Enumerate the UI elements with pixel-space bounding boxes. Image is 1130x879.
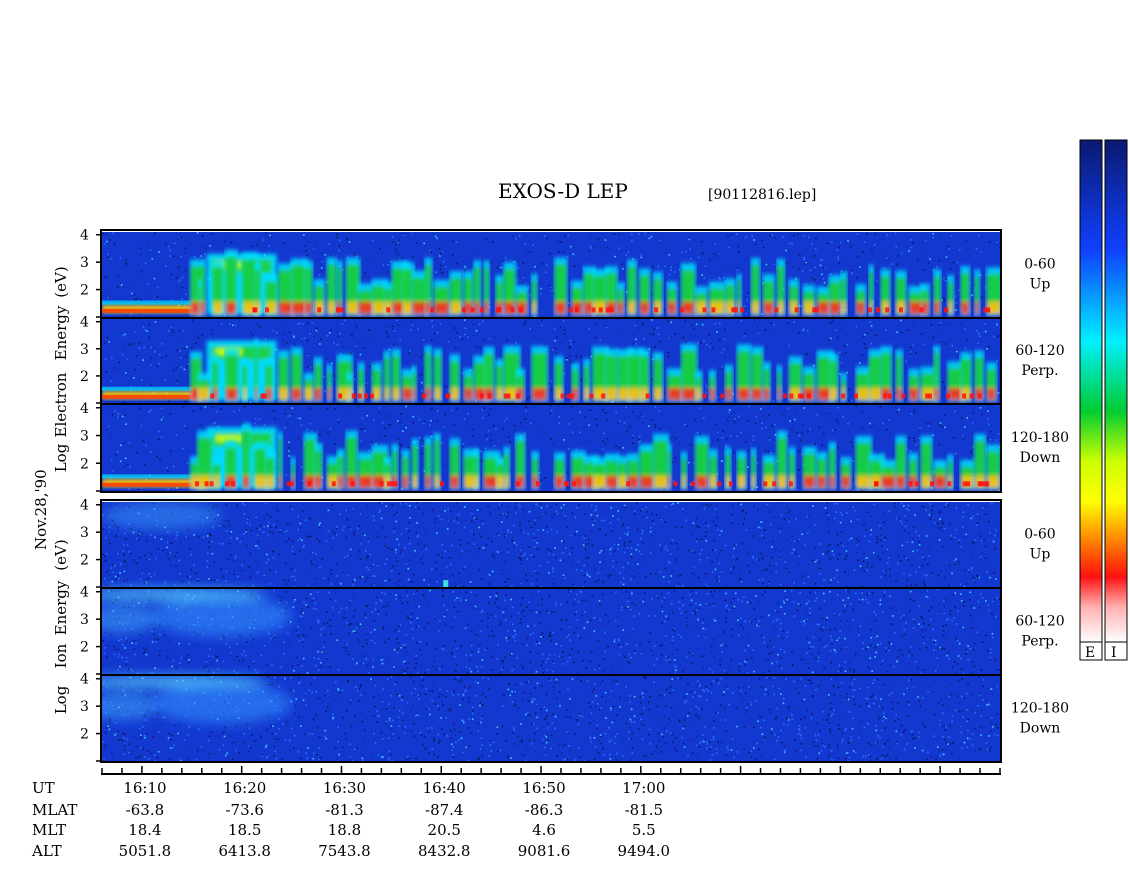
ephemeris-mlt-value: 4.6 xyxy=(532,821,556,839)
ephemeris-mlt-value: 20.5 xyxy=(428,821,461,839)
ephemeris-row-label: UT xyxy=(32,779,55,797)
channel-direction: Perp. xyxy=(1021,634,1058,650)
electron-ylabel-unit: (eV) xyxy=(52,266,70,297)
ephemeris-alt-value: 6413.8 xyxy=(218,842,271,860)
energy-tick-label: 2 xyxy=(80,456,89,472)
ephemeris-ut-value: 17:00 xyxy=(622,779,665,797)
channel-direction: Up xyxy=(1030,547,1051,563)
time-axis xyxy=(101,766,1001,774)
ephemeris-alt-value: 5051.8 xyxy=(119,842,172,860)
channel-range: 0-60 xyxy=(1024,257,1055,273)
ephemeris-mlt-value: 5.5 xyxy=(632,821,656,839)
energy-tick-label: 2 xyxy=(80,369,89,385)
electron-colorbar-key: E xyxy=(1085,645,1095,661)
energy-tick-label: 4 xyxy=(80,401,89,417)
ion-colorbar-key: I xyxy=(1111,645,1117,661)
ephemeris-ut-value: 16:20 xyxy=(223,779,266,797)
spectrogram-panel-6 xyxy=(77,676,1000,763)
ephemeris-table: UT MLAT MLT ALT 16:10 -63.8 18.4 5051.8 16:20 -73… xyxy=(31,779,670,860)
file-label: [90112816.lep] xyxy=(708,187,816,203)
spectrogram-panel-3 xyxy=(102,405,1002,493)
energy-tick-label: 3 xyxy=(80,612,89,628)
ephemeris-ut-value: 16:10 xyxy=(123,779,166,797)
spectrogram-panel-2 xyxy=(102,319,1000,405)
channel-range: 120-180 xyxy=(1011,701,1069,717)
electron-ylabel-log: Log xyxy=(52,443,70,472)
spectrogram-panel-5 xyxy=(77,589,1002,676)
energy-tick-label: 2 xyxy=(80,553,89,569)
energy-ticks: 4 3 2 4 3 2 4 3 2 4 3 2 4 3 2 4 3 2 xyxy=(80,228,102,761)
energy-tick-label: 3 xyxy=(80,255,89,271)
ephemeris-ut-value: 16:50 xyxy=(522,779,565,797)
channel-range: 120-180 xyxy=(1011,430,1069,446)
ephemeris-ut-value: 16:40 xyxy=(423,779,466,797)
ephemeris-alt-value: 7543.8 xyxy=(318,842,371,860)
energy-tick-label: 4 xyxy=(80,585,89,601)
ephemeris-mlat-value: -81.5 xyxy=(625,801,663,819)
energy-tick-label: 3 xyxy=(80,525,89,541)
electron-colorbar xyxy=(1080,140,1102,642)
ephemeris-mlt-value: 18.5 xyxy=(228,821,261,839)
channel-direction: Up xyxy=(1030,277,1051,293)
color-bars: E I xyxy=(1080,140,1127,661)
ion-ylabel-unit: (eV) xyxy=(52,539,70,570)
energy-tick-label: 4 xyxy=(80,498,89,514)
ephemeris-alt-value: 9494.0 xyxy=(618,842,671,860)
channel-labels: 0-60 Up 60-120 Perp. 120-180 Down 0-60 Up 60-120… xyxy=(1011,257,1069,737)
energy-tick-label: 4 xyxy=(80,315,89,331)
ion-ylabel-energy: Energy xyxy=(52,580,70,635)
channel-direction: Perp. xyxy=(1021,363,1058,379)
spectrogram-panel-1 xyxy=(102,232,1002,318)
figure-title: EXOS-D LEP xyxy=(498,179,628,203)
electron-ylabel-energy: Energy xyxy=(52,305,70,360)
energy-tick-label: 4 xyxy=(80,228,89,244)
energy-tick-label: 3 xyxy=(80,699,89,715)
ephemeris-mlt-value: 18.8 xyxy=(328,821,361,839)
electron-ylabel-species: Electron xyxy=(52,372,70,437)
ion-ylabel-log: Log xyxy=(52,685,70,714)
ephemeris-mlat-value: -86.3 xyxy=(525,801,563,819)
channel-range: 60-120 xyxy=(1015,614,1064,630)
ion-colorbar xyxy=(1105,140,1127,642)
energy-tick-label: 4 xyxy=(80,672,89,688)
ephemeris-mlt-value: 18.4 xyxy=(128,821,161,839)
energy-tick-label: 2 xyxy=(80,640,89,656)
channel-direction: Down xyxy=(1020,450,1061,466)
ephemeris-mlat-value: -73.6 xyxy=(225,801,263,819)
ephemeris-ut-value: 16:30 xyxy=(323,779,366,797)
channel-range: 60-120 xyxy=(1015,343,1064,359)
energy-tick-label: 3 xyxy=(80,429,89,445)
spectrogram-area xyxy=(77,232,1003,763)
ephemeris-mlat-value: -81.3 xyxy=(325,801,363,819)
ephemeris-row-label: MLAT xyxy=(32,801,77,819)
spectrogram-panel-4 xyxy=(102,502,1002,592)
energy-tick-label: 2 xyxy=(80,727,89,743)
ephemeris-row-label: MLT xyxy=(32,821,66,839)
ephemeris-mlat-value: -87.4 xyxy=(425,801,463,819)
ephemeris-alt-value: 9081.6 xyxy=(518,842,571,860)
energy-tick-label: 2 xyxy=(80,283,89,299)
ephemeris-mlat-value: -63.8 xyxy=(126,801,164,819)
ephemeris-row-label: ALT xyxy=(31,842,62,860)
channel-range: 0-60 xyxy=(1024,527,1055,543)
energy-tick-label: 3 xyxy=(80,342,89,358)
ion-ylabel-species: Ion xyxy=(52,643,70,668)
channel-direction: Down xyxy=(1020,721,1061,737)
ephemeris-alt-value: 8432.8 xyxy=(418,842,471,860)
y-axis-labels: Log Electron Energy (eV) Log Ion Energy (eV) xyxy=(52,266,70,714)
date-label: Nov.28,'90 xyxy=(32,469,50,550)
